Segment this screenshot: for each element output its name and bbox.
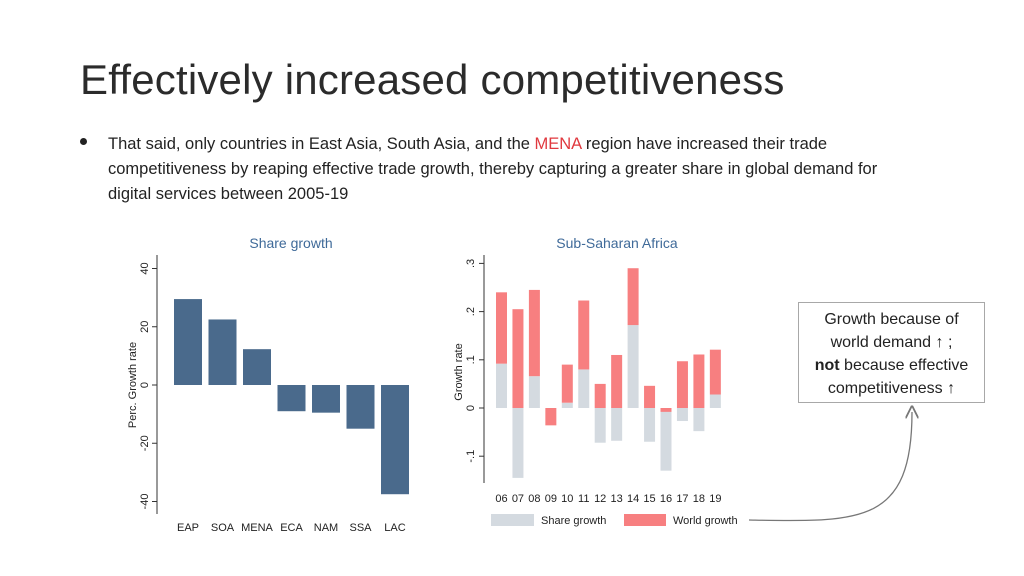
chart2-world-bar-19 [709, 349, 721, 395]
chart2-category-label: 15 [643, 493, 655, 505]
chart2-share-bar-17 [676, 408, 688, 422]
chart1-title: Share growth [249, 235, 332, 251]
chart1-bar-nam [312, 385, 340, 413]
chart2-world-bar-18 [693, 354, 705, 408]
chart2-ytick-label: .3 [465, 259, 477, 268]
legend-swatch-share [491, 514, 534, 526]
legend-swatch-world [624, 514, 666, 526]
chart1-bar-eap [174, 299, 202, 385]
chart1-category-label: SSA [349, 522, 372, 534]
chart2-share-bar-07 [512, 408, 524, 478]
chart1-ytick-label: 0 [139, 382, 151, 388]
chart2-world-bar-15 [644, 385, 656, 408]
chart2-category-label: 17 [676, 493, 688, 505]
chart2-ytick-label: -.1 [465, 450, 477, 463]
legend-label-world: World growth [673, 515, 738, 527]
chart2-world-bar-13 [611, 354, 623, 408]
mena-highlight: MENA [534, 135, 582, 153]
ssa-chart: Sub-Saharan Africa Growth rate -.1 0 .1 .2.… [453, 235, 738, 527]
chart2-share-bar-14 [627, 325, 639, 408]
chart2-category-label: 13 [611, 493, 623, 505]
chart2-category-label: 07 [512, 493, 524, 505]
chart2-share-bar-19 [709, 394, 721, 408]
chart1-bar-soa [208, 319, 237, 385]
chart2-share-bar-16 [660, 408, 672, 471]
chart2-category-label: 16 [660, 493, 672, 505]
chart2-world-bar-10 [561, 364, 573, 403]
bullet-text-part1: That said, only countries in East Asia, … [108, 135, 535, 153]
chart1-ytick-label: -20 [139, 435, 151, 451]
callout-line3: not because effective [799, 354, 984, 377]
chart2-share-bar-10 [561, 402, 573, 408]
chart2-share-bar-12 [594, 408, 606, 443]
chart1-ytick-label: 40 [139, 262, 151, 274]
callout-line2: world demand ↑ ; [830, 334, 953, 351]
chart2-ytick-label: .1 [465, 355, 477, 364]
chart2-world-bar-14 [627, 268, 639, 326]
chart2-category-label: 19 [709, 493, 721, 505]
chart2-world-bar-07 [512, 309, 524, 408]
chart2-category-label: 09 [545, 493, 557, 505]
chart2-share-bar-11 [578, 369, 590, 408]
chart1-ytick-label: 20 [139, 321, 151, 333]
chart2-category-label: 08 [528, 493, 540, 505]
chart2-world-bar-09 [545, 408, 557, 426]
callout-bold-not: not [814, 357, 840, 374]
callout-arrow [748, 412, 912, 522]
chart2-title: Sub-Saharan Africa [556, 235, 678, 251]
chart1-category-label: ECA [280, 522, 303, 534]
chart1-bar-lac [381, 385, 409, 495]
chart2-legend: Share growth World growth [491, 514, 738, 527]
callout-line1: Growth because of [824, 311, 959, 328]
legend-label-share: Share growth [541, 515, 606, 527]
chart1-category-label: EAP [177, 522, 199, 534]
chart2-ytick-label: .2 [465, 307, 477, 316]
chart1-bar-mena [243, 349, 271, 385]
chart1-category-label: LAC [384, 522, 405, 534]
chart2-world-bar-06 [496, 292, 507, 364]
chart1-ytick-label: -40 [139, 494, 151, 510]
chart1-bar-ssa [346, 385, 375, 429]
chart2-category-label: 10 [561, 493, 573, 505]
chart1-ylabel: Perc. Growth rate [127, 342, 139, 428]
bullet-text-part2: region have increased their trade compet… [108, 135, 878, 203]
slide-title: Effectively increased competitiveness [80, 56, 785, 103]
chart2-share-bar-06 [496, 363, 507, 408]
chart1-bar-eca [277, 385, 306, 412]
chart2-ylabel: Growth rate [453, 343, 465, 400]
callout-line4: competitiveness ↑ [827, 380, 956, 397]
share-growth-chart: Share growth Perc. Growth rate -40 -20 0 20… [127, 235, 409, 534]
chart2-world-bar-08 [528, 289, 540, 377]
chart2-share-bar-15 [644, 408, 656, 442]
chart2-category-label: 06 [495, 493, 507, 505]
chart2-category-label: 14 [627, 493, 639, 505]
chart1-category-label: NAM [314, 522, 338, 534]
chart2-category-label: 11 [578, 493, 589, 505]
chart2-world-bar-12 [594, 383, 606, 408]
callout-box: Growth because of world demand ↑ ; not b… [798, 302, 985, 403]
chart2-category-label: 18 [693, 493, 705, 505]
chart1-category-label: SOA [211, 522, 235, 534]
chart2-share-bar-18 [693, 408, 705, 432]
bullet-point: That said, only countries in East Asia, … [80, 132, 880, 207]
chart2-share-bar-13 [611, 408, 623, 441]
bullet-dot-icon [80, 138, 87, 145]
chart1-category-label: MENA [241, 522, 273, 534]
bullet-text: That said, only countries in East Asia, … [108, 132, 880, 207]
chart2-category-label: 12 [594, 493, 606, 505]
chart2-world-bar-17 [676, 361, 688, 408]
callout-line3-rest: because effective [839, 357, 969, 374]
chart2-world-bar-16 [660, 408, 672, 412]
chart2-ytick-label: 0 [465, 405, 477, 411]
chart2-share-bar-08 [528, 376, 540, 408]
chart2-world-bar-11 [578, 300, 590, 370]
